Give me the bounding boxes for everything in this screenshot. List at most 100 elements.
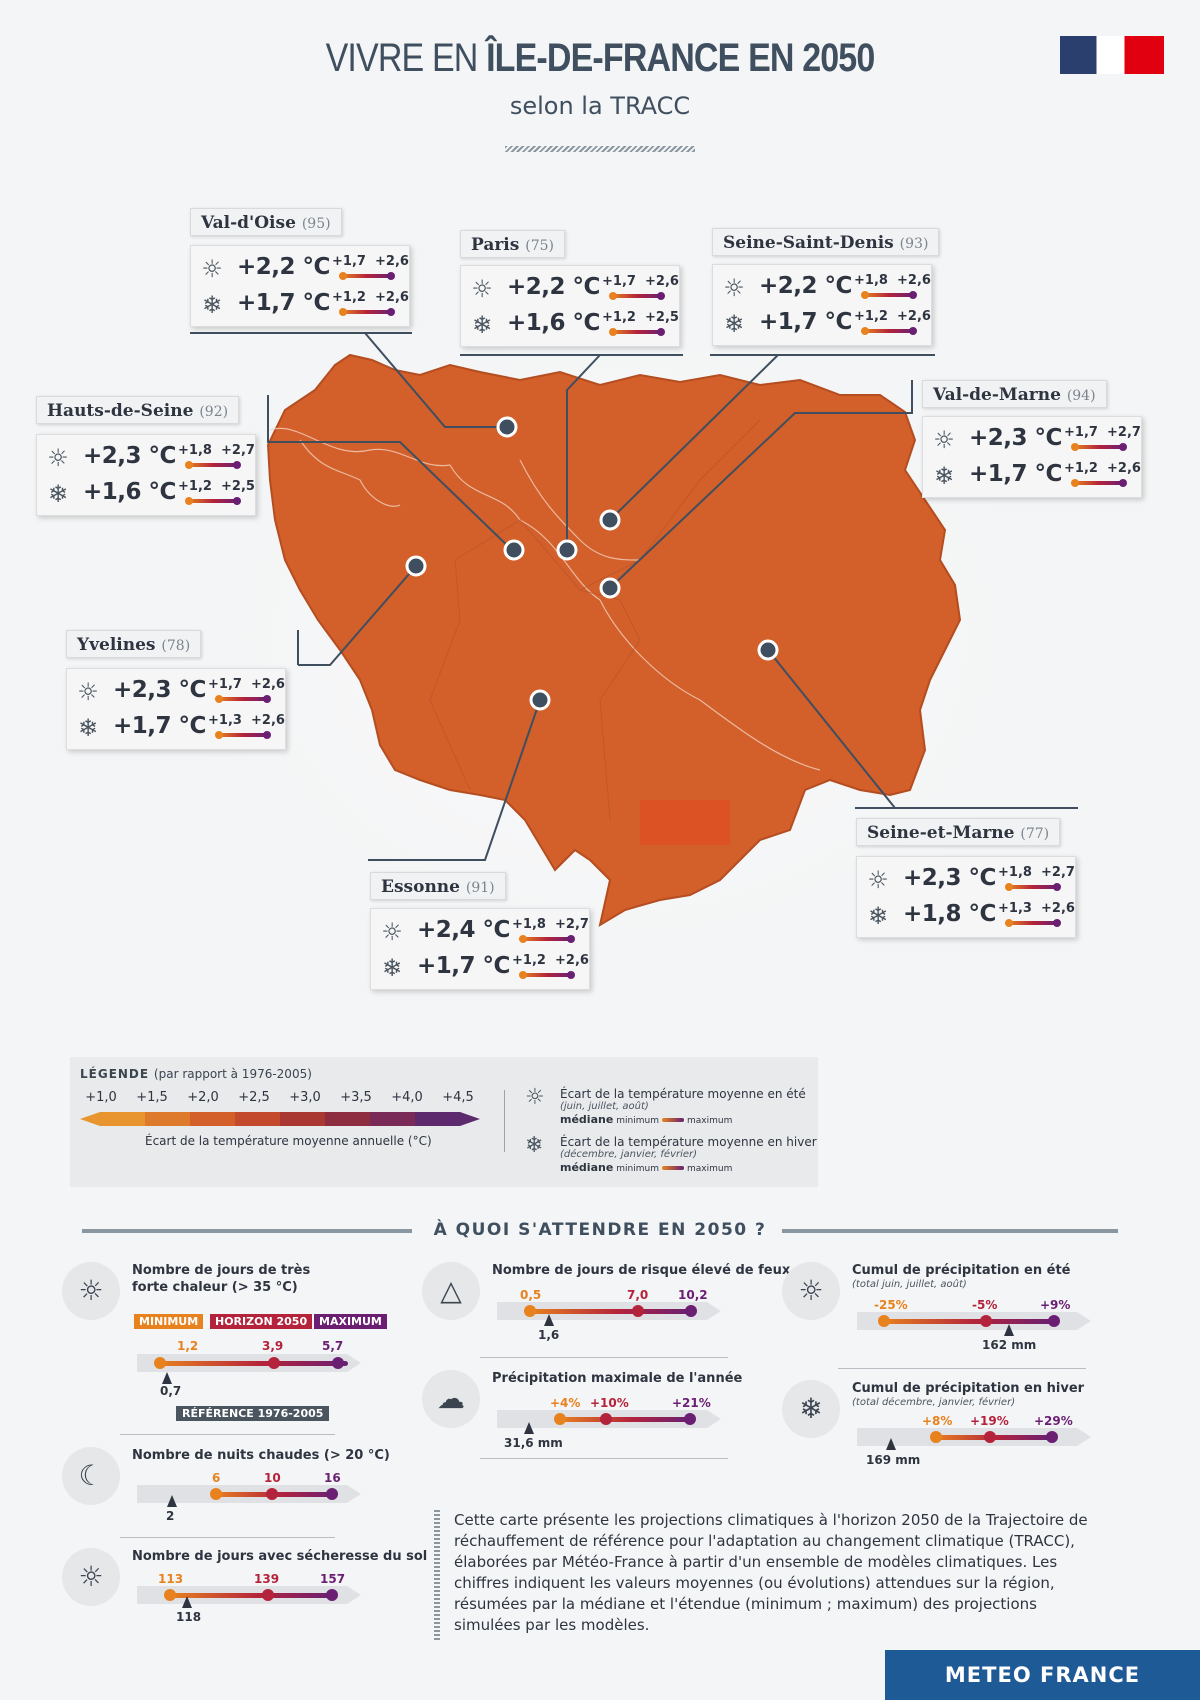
department-card: ☼ +2,3 °C +1,7 +2,7 ❄ +1,7 °C +1,2 +2,6 — [922, 416, 1142, 498]
range-bar — [609, 292, 665, 300]
department-name: Yvelines (78) — [66, 630, 202, 658]
reference-marker — [162, 1372, 172, 1384]
department-card: ☼ +2,2 °C +1,7 +2,6 ❄ +1,7 °C +1,2 +2,6 — [190, 245, 410, 327]
range-bar — [519, 971, 575, 979]
sun-thermometer-icon: ☼ — [933, 426, 955, 454]
legend-swatch — [145, 1112, 191, 1126]
range-bar — [339, 308, 395, 316]
max-value: +2,6 — [251, 713, 285, 728]
moon-thermometer-icon: ☾ — [62, 1447, 120, 1505]
fire-risk-indicator: △ Nombre de jours de risque élevé de feu… — [422, 1262, 790, 1342]
min-value: +1,7 — [332, 254, 366, 269]
max-value: +2,5 — [221, 479, 255, 494]
department-card: ☼ +2,3 °C +1,8 +2,7 ❄ +1,8 °C +1,3 +2,6 — [856, 856, 1076, 938]
median-value: +1,6 °C — [83, 479, 176, 505]
winter-precipitation-indicator: ❄ Cumul de précipitation en hiver (total… — [782, 1380, 1142, 1467]
range-bar — [339, 272, 395, 280]
min-value: +1,2 — [602, 310, 636, 325]
sun-rain-drops-icon: ☼ — [782, 1262, 840, 1320]
legend-tick: +3,5 — [340, 1090, 372, 1105]
snowflake-thermometer-icon: ❄ — [381, 954, 403, 982]
summer-row: ☼ +2,3 °C +1,7 +2,6 — [73, 675, 285, 709]
sun-cracked-soil-icon: ☼ — [62, 1548, 120, 1606]
legend-separator — [504, 1090, 505, 1152]
legend-swatch — [100, 1112, 146, 1126]
legend-caption: Écart de la température moyenne annuelle… — [145, 1134, 432, 1148]
range-bar — [1071, 443, 1127, 451]
explanatory-note: Cette carte présente les projections cli… — [428, 1510, 1108, 1640]
range-bar — [185, 497, 241, 505]
max-value: +2,6 — [555, 953, 589, 968]
department-name: Seine-Saint-Denis (93) — [712, 228, 940, 256]
legend-swatch — [415, 1112, 461, 1126]
drought-indicator: ☼ Nombre de jours avec sécheresse du sol… — [62, 1548, 427, 1638]
min-value: +1,2 — [512, 953, 546, 968]
median-value: +1,6 °C — [507, 310, 600, 336]
range-bar — [519, 935, 575, 943]
max-value: +2,7 — [555, 917, 589, 932]
legend-tick: +2,5 — [238, 1090, 270, 1105]
range-bar — [609, 328, 665, 336]
legend-swatch — [370, 1112, 416, 1126]
min-value: +1,2 — [854, 309, 888, 324]
department-card: ☼ +2,4 °C +1,8 +2,7 ❄ +1,7 °C +1,2 +2,6 — [370, 908, 590, 990]
sun-thermometer-icon: ☼ — [381, 918, 403, 946]
min-value: +1,8 — [854, 273, 888, 288]
median-value: +2,2 °C — [759, 273, 852, 299]
max-value: +2,6 — [897, 309, 931, 324]
legend-swatch — [325, 1112, 371, 1126]
department-name: Essonne (91) — [370, 872, 506, 900]
summer-row: ☼ +2,3 °C +1,8 +2,7 — [43, 441, 255, 475]
max-value: +2,6 — [375, 290, 409, 305]
department-card: ☼ +2,2 °C +1,7 +2,6 ❄ +1,6 °C +1,2 +2,5 — [460, 265, 680, 347]
snowflake-thermometer-icon: ❄ — [723, 310, 745, 338]
reference-label: RÉFÉRENCE 1976-2005 — [176, 1406, 330, 1421]
legend-tick: +4,5 — [442, 1090, 474, 1105]
median-value: +2,2 °C — [507, 274, 600, 300]
range-bar — [1071, 479, 1127, 487]
max-value: +2,7 — [1107, 425, 1141, 440]
sun-thermometer-icon: ☼ — [723, 274, 745, 302]
department-name: Hauts-de-Seine (92) — [36, 396, 240, 424]
max-value: +2,6 — [251, 677, 285, 692]
min-value: +1,2 — [178, 479, 212, 494]
legend-tick: +4,0 — [391, 1090, 423, 1105]
snowflake-rain-drops-icon: ❄ — [782, 1380, 840, 1438]
meteo-france-logo: METEO FRANCE — [885, 1650, 1200, 1700]
winter-row: ❄ +1,7 °C +1,3 +2,6 — [73, 711, 285, 745]
legend-summer: ☼ Écart de la température moyenne en été… — [525, 1085, 806, 1126]
winter-row: ❄ +1,6 °C +1,2 +2,5 — [467, 308, 679, 342]
winter-row: ❄ +1,7 °C +1,2 +2,6 — [929, 459, 1141, 493]
ile-de-france-map — [160, 280, 1080, 1000]
legend-color-scale — [80, 1112, 480, 1126]
fire-icon: △ — [422, 1262, 480, 1320]
max-precipitation-indicator: ☁ Précipitation maximale de l'année +4% … — [422, 1370, 762, 1450]
min-value: +1,3 — [998, 901, 1032, 916]
rain-cloud-icon: ☁ — [422, 1370, 480, 1428]
snowflake-thermometer-icon: ❄ — [47, 480, 69, 508]
sun-thermometer-icon: ☼ — [201, 255, 223, 283]
max-value: +2,5 — [645, 310, 679, 325]
region-shape — [266, 353, 962, 928]
median-value: +2,3 °C — [83, 443, 176, 469]
department-card: ☼ +2,3 °C +1,8 +2,7 ❄ +1,6 °C +1,2 +2,5 — [36, 434, 256, 516]
min-value: +1,2 — [332, 290, 366, 305]
range-bar — [1005, 919, 1061, 927]
min-value: +1,2 — [1064, 461, 1098, 476]
range-bar — [1005, 883, 1061, 891]
summer-row: ☼ +2,2 °C +1,8 +2,6 — [719, 271, 931, 305]
sun-thermometer-icon: ☼ — [867, 866, 889, 894]
min-value: +1,8 — [998, 865, 1032, 880]
summer-row: ☼ +2,3 °C +1,7 +2,7 — [929, 423, 1141, 457]
median-value: +1,7 °C — [237, 290, 330, 316]
legend-swatch — [190, 1112, 236, 1126]
department-card: ☼ +2,3 °C +1,7 +2,6 ❄ +1,7 °C +1,3 +2,6 — [66, 668, 286, 750]
summer-precipitation-indicator: ☼ Cumul de précipitation en été (total j… — [782, 1262, 1142, 1352]
median-value: +1,7 °C — [969, 461, 1062, 487]
sun-thermometer-icon: ☼ — [47, 444, 69, 472]
hot-days-indicator: ☼ Nombre de jours de très forte chaleur … — [62, 1262, 402, 1422]
legend: LÉGENDE (par rapport à 1976-2005) +1,0 +1… — [70, 1057, 818, 1187]
max-value: +2,6 — [1107, 461, 1141, 476]
winter-row: ❄ +1,7 °C +1,2 +2,6 — [197, 288, 409, 322]
range-bar — [861, 327, 917, 335]
